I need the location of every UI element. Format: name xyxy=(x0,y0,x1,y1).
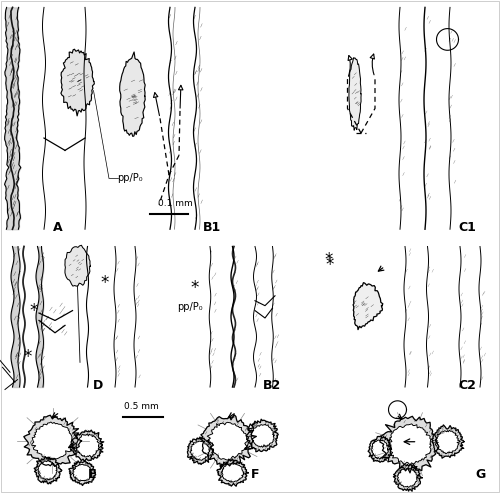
Polygon shape xyxy=(65,246,90,286)
Text: 0.1 mm: 0.1 mm xyxy=(158,199,192,208)
Text: D: D xyxy=(92,379,102,392)
Text: C2: C2 xyxy=(458,379,476,392)
Text: C1: C1 xyxy=(458,221,476,234)
Polygon shape xyxy=(200,415,256,467)
Polygon shape xyxy=(72,464,92,481)
Text: *: * xyxy=(325,256,334,274)
Text: E: E xyxy=(88,468,97,481)
Polygon shape xyxy=(69,461,96,486)
Polygon shape xyxy=(32,422,72,459)
Text: F: F xyxy=(251,468,259,481)
Text: *: * xyxy=(325,251,333,269)
Polygon shape xyxy=(38,460,58,480)
Polygon shape xyxy=(120,52,145,137)
Polygon shape xyxy=(217,459,248,486)
Text: pp/P₀: pp/P₀ xyxy=(118,174,143,183)
Polygon shape xyxy=(190,441,210,460)
Polygon shape xyxy=(371,440,388,459)
Text: 0.5 mm: 0.5 mm xyxy=(124,402,159,411)
Polygon shape xyxy=(71,430,104,460)
Text: A: A xyxy=(52,221,62,234)
Polygon shape xyxy=(368,436,392,462)
Polygon shape xyxy=(349,58,361,130)
Text: *: * xyxy=(24,349,32,366)
Polygon shape xyxy=(207,423,248,460)
Text: B1: B1 xyxy=(204,221,222,234)
Text: *: * xyxy=(29,302,38,319)
Polygon shape xyxy=(24,415,82,466)
Polygon shape xyxy=(34,457,62,484)
Polygon shape xyxy=(61,49,94,116)
Polygon shape xyxy=(221,463,244,482)
Polygon shape xyxy=(397,468,418,488)
Polygon shape xyxy=(380,416,439,473)
Polygon shape xyxy=(353,282,383,330)
Polygon shape xyxy=(246,419,278,452)
Polygon shape xyxy=(250,424,274,447)
Text: B2: B2 xyxy=(264,379,281,392)
Text: *: * xyxy=(190,280,198,297)
Polygon shape xyxy=(435,430,460,454)
Polygon shape xyxy=(394,464,422,491)
Polygon shape xyxy=(75,434,100,458)
Text: G: G xyxy=(475,468,485,481)
Polygon shape xyxy=(432,425,464,458)
Polygon shape xyxy=(188,437,214,464)
Polygon shape xyxy=(388,424,431,465)
Text: *: * xyxy=(101,275,109,292)
Text: pp/P₀: pp/P₀ xyxy=(178,302,203,312)
